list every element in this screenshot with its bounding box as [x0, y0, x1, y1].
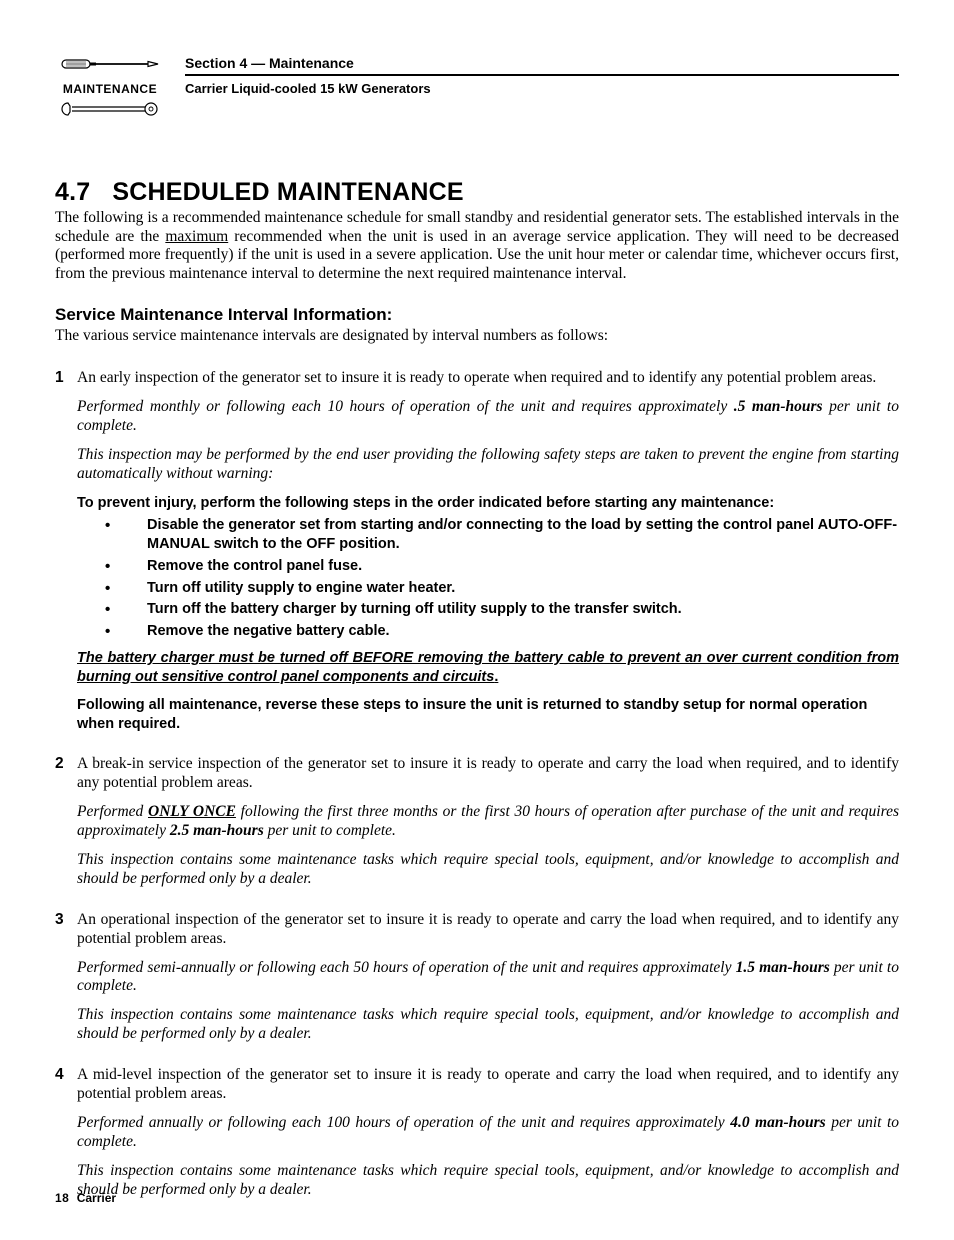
bullet-3: Turn off utility supply to engine water …: [77, 579, 899, 598]
interval-4-desc: A mid-level inspection of the generator …: [77, 1066, 899, 1102]
warning-tail: .: [494, 669, 498, 685]
page-footer: 18 Carrier: [55, 1191, 116, 1205]
page-number: 18: [55, 1191, 69, 1205]
interval-1-note: This inspection may be performed by the …: [77, 446, 899, 484]
battery-warning: The battery charger must be turned off B…: [77, 649, 899, 686]
i4-perf-pre: Performed annually or following each 100…: [77, 1114, 730, 1131]
page: MAINTENANCE Section 4 — Maintenance Carr…: [0, 0, 954, 1240]
i2-perf-pre: Performed: [77, 803, 148, 820]
heading-title: SCHEDULED MAINTENANCE: [112, 178, 463, 206]
icon-label: MAINTENANCE: [55, 82, 165, 96]
interval-4-perf: Performed annually or following each 100…: [77, 1114, 899, 1152]
bullet-5: Remove the negative battery cable.: [77, 622, 899, 641]
i2-only-once: ONLY ONCE: [148, 803, 236, 820]
sub-heading: Service Maintenance Interval Information…: [55, 305, 899, 325]
heading-number: 4.7: [55, 178, 90, 206]
footer-brand: Carrier: [77, 1191, 116, 1205]
interval-3-desc: An operational inspection of the generat…: [77, 911, 899, 947]
bullet-2: Remove the control panel fuse.: [77, 557, 899, 576]
i1-perf-pre: Performed monthly or following each 10 h…: [77, 398, 734, 415]
interval-2: A break-in service inspection of the gen…: [55, 755, 899, 888]
warning-text: The battery charger must be turned off B…: [77, 650, 899, 685]
following-note: Following all maintenance, reverse these…: [77, 696, 899, 733]
interval-3-perf: Performed semi-annually or following eac…: [77, 959, 899, 997]
screwdriver-icon: [60, 55, 160, 73]
section-line: Section 4 — Maintenance: [185, 55, 899, 76]
interval-list: An early inspection of the generator set…: [55, 369, 899, 1199]
main-heading: 4.7 SCHEDULED MAINTENANCE: [55, 178, 899, 207]
i3-perf-pre: Performed semi-annually or following eac…: [77, 959, 736, 976]
interval-2-note: This inspection contains some maintenanc…: [77, 851, 899, 889]
intro-underlined: maximum: [165, 228, 228, 245]
interval-3-note: This inspection contains some maintenanc…: [77, 1006, 899, 1044]
interval-2-perf: Performed ONLY ONCE following the first …: [77, 803, 899, 841]
i2-perf-post: per unit to complete.: [264, 822, 396, 839]
i2-perf-bold: 2.5 man-hours: [170, 822, 264, 839]
interval-4-note: This inspection contains some maintenanc…: [77, 1162, 899, 1200]
interval-1-perf: Performed monthly or following each 10 h…: [77, 398, 899, 436]
wrench-icon: [60, 100, 160, 118]
sub-intro: The various service maintenance interval…: [55, 327, 899, 345]
i3-perf-bold: 1.5 man-hours: [736, 959, 830, 976]
interval-1-prevent: To prevent injury, perform the following…: [77, 494, 899, 512]
interval-4: A mid-level inspection of the generator …: [55, 1066, 899, 1199]
interval-3: An operational inspection of the generat…: [55, 911, 899, 1044]
bullet-4: Turn off the battery charger by turning …: [77, 600, 899, 619]
i1-perf-bold: .5 man-hours: [734, 398, 823, 415]
i4-perf-bold: 4.0 man-hours: [730, 1114, 826, 1131]
header-text: Section 4 — Maintenance Carrier Liquid-c…: [185, 55, 899, 96]
interval-2-desc: A break-in service inspection of the gen…: [77, 755, 899, 791]
interval-1: An early inspection of the generator set…: [55, 369, 899, 733]
page-header: MAINTENANCE Section 4 — Maintenance Carr…: [55, 55, 899, 123]
safety-bullets: Disable the generator set from starting …: [77, 516, 899, 641]
subtitle-line: Carrier Liquid-cooled 15 kW Generators: [185, 81, 899, 96]
intro-paragraph: The following is a recommended maintenan…: [55, 209, 899, 283]
maintenance-icon-box: MAINTENANCE: [55, 55, 165, 123]
bullet-1: Disable the generator set from starting …: [77, 516, 899, 554]
interval-1-desc: An early inspection of the generator set…: [77, 369, 876, 386]
